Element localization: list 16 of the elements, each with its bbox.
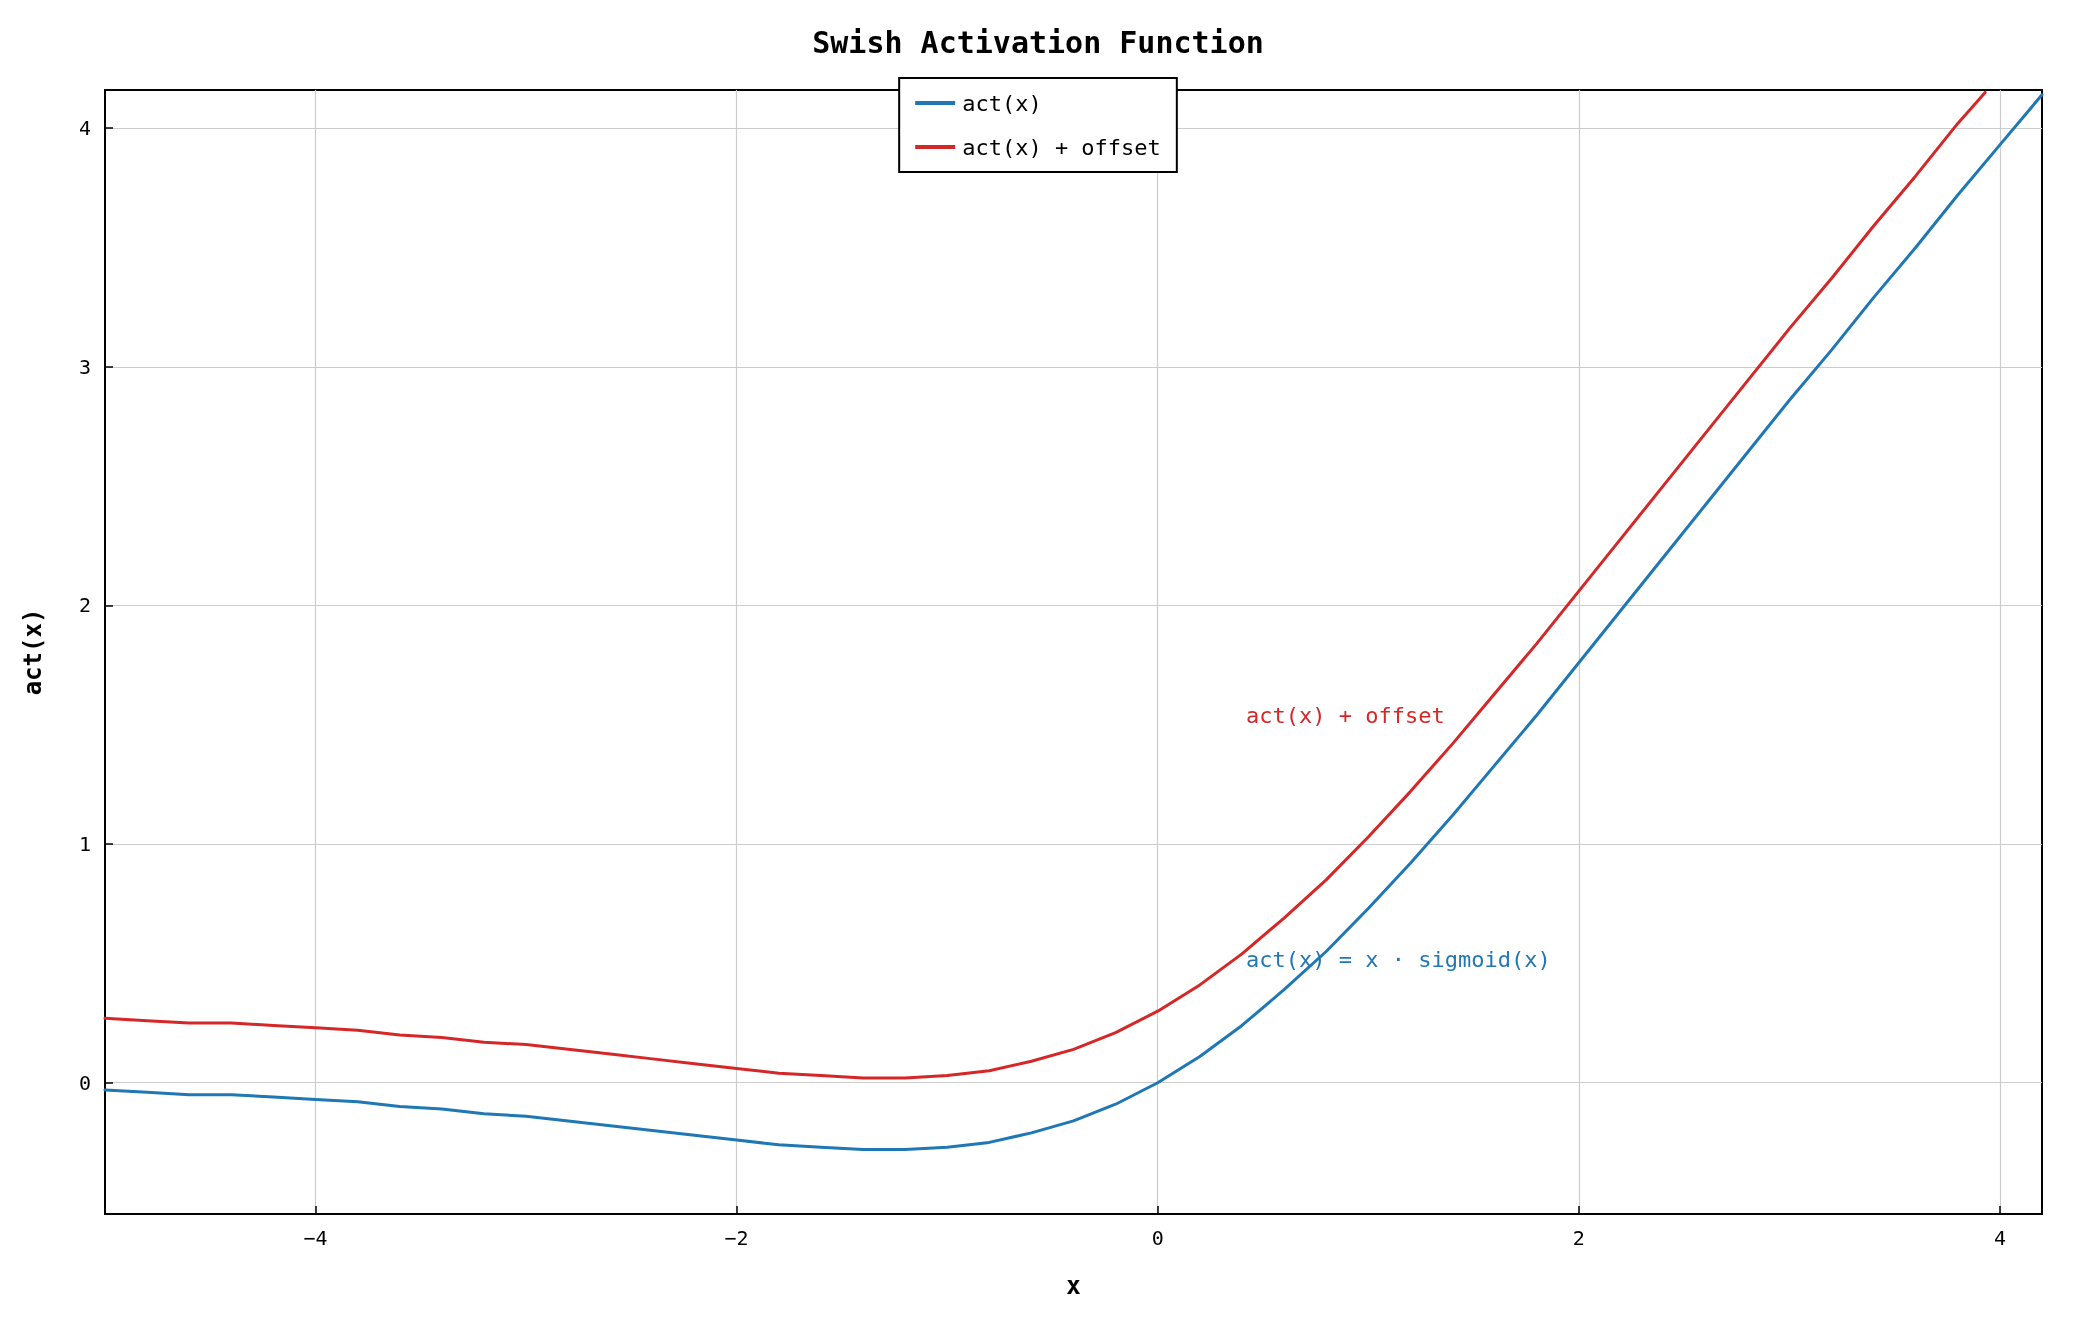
- legend-label: act(x): [962, 90, 1042, 116]
- x-tick-label: 0: [1151, 1226, 1164, 1250]
- y-tick-label: 2: [78, 593, 91, 618]
- x-tick-label: −2: [724, 1226, 749, 1250]
- x-axis-title: x: [1066, 1272, 1081, 1300]
- x-tick-label: 2: [1572, 1226, 1585, 1250]
- x-tick-label: −4: [303, 1226, 328, 1250]
- annotation: act(x) + offset: [1246, 702, 1445, 728]
- y-tick-label: 1: [78, 832, 91, 857]
- y-tick-label: 0: [78, 1070, 91, 1095]
- chart-title: Swish Activation Function: [812, 24, 1264, 60]
- y-tick-label: 4: [78, 116, 91, 141]
- x-tick-label: 4: [1993, 1226, 2006, 1250]
- y-tick-label: 3: [78, 354, 91, 379]
- legend-label: act(x) + offset: [962, 134, 1161, 160]
- y-axis-title: act(x): [19, 608, 47, 696]
